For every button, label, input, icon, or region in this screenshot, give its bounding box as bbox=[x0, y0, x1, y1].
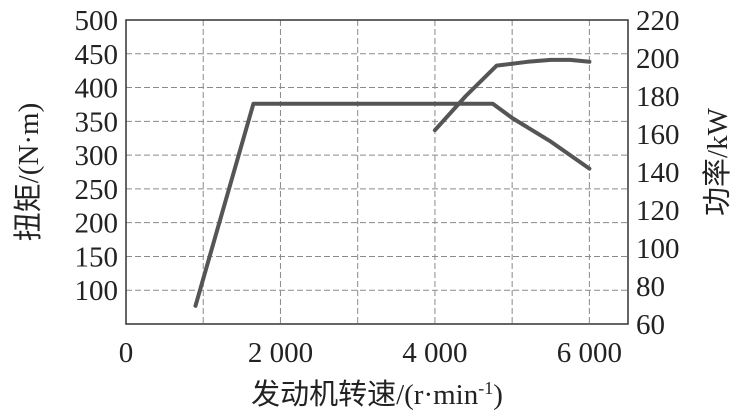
y-right-tick-label: 120 bbox=[636, 195, 680, 227]
torque-curve-line bbox=[193, 101, 592, 308]
plot-frame bbox=[125, 19, 629, 325]
y-left-tick-label: 350 bbox=[75, 106, 119, 138]
y-right-tick-label: 180 bbox=[636, 81, 680, 113]
x-tick-label: 0 bbox=[119, 337, 134, 369]
grid-layer bbox=[126, 20, 628, 324]
x-tick-label: 6 000 bbox=[557, 337, 622, 369]
y-right-tick-label: 100 bbox=[636, 233, 680, 265]
y-left-tick-label: 400 bbox=[75, 73, 119, 105]
y-left-tick-label: 450 bbox=[75, 39, 119, 71]
x-tick-label: 4 000 bbox=[402, 337, 467, 369]
y-right-tick-label: 160 bbox=[636, 119, 680, 151]
y-left-tick-label: 150 bbox=[75, 241, 119, 273]
y-left-tick-label: 300 bbox=[75, 140, 119, 172]
y-right-tick-label: 200 bbox=[636, 43, 680, 75]
y-right-tick-label: 140 bbox=[636, 157, 680, 189]
x-axis-title-superscript: -1 bbox=[478, 378, 493, 398]
y-right-axis-title: 功率/kW bbox=[701, 107, 734, 216]
y-left-tick-label: 200 bbox=[75, 208, 119, 240]
series-layer bbox=[193, 57, 592, 308]
y-right-tick-label: 80 bbox=[636, 271, 665, 303]
x-axis-title: 发动机转速/(r·min-1) bbox=[251, 378, 503, 411]
y-left-tick-label: 500 bbox=[75, 5, 119, 37]
power-curve-line bbox=[432, 57, 592, 133]
y-left-tick-label: 250 bbox=[75, 174, 119, 206]
y-left-tick-label: 100 bbox=[75, 275, 119, 307]
y-left-axis-title: 扭矩/(N·m) bbox=[12, 103, 45, 242]
x-tick-label: 2 000 bbox=[248, 337, 313, 369]
y-right-tick-label: 220 bbox=[636, 5, 680, 37]
y-right-tick-label: 60 bbox=[636, 309, 665, 341]
